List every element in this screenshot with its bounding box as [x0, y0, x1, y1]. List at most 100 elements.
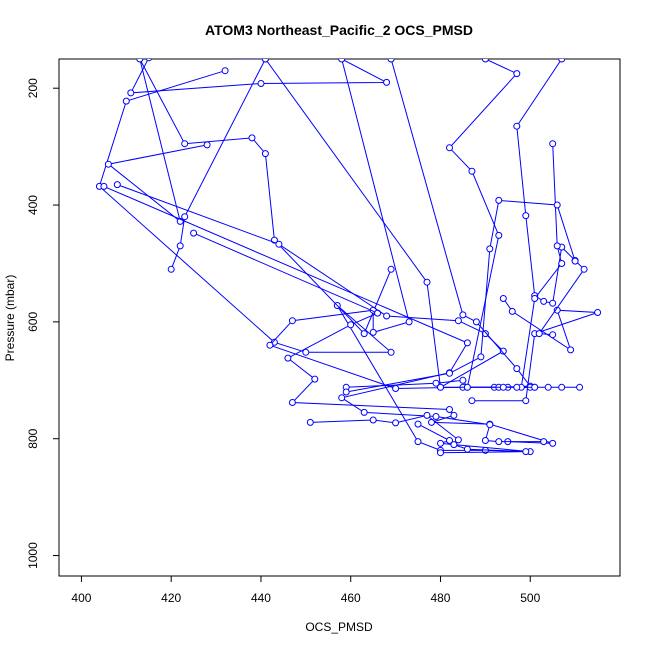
- y-axis-label: Pressure (mbar): [3, 275, 17, 362]
- x-axis: 400 420 440 460 480 500: [71, 576, 541, 605]
- data-point: [387, 348, 395, 356]
- data-point: [544, 383, 552, 391]
- data-point: [535, 330, 543, 338]
- data-point: [540, 438, 548, 446]
- data-point: [450, 441, 458, 449]
- data-point: [122, 97, 130, 105]
- y-axis: 200 400 600 800 1000: [26, 78, 59, 569]
- data-point: [181, 140, 189, 148]
- data-point: [342, 388, 350, 396]
- data-point: [463, 383, 471, 391]
- data-point: [437, 383, 444, 391]
- data-point: [499, 383, 507, 391]
- data-point: [437, 449, 444, 457]
- data-point: [571, 257, 579, 265]
- data-point: [221, 67, 229, 75]
- series-line-11: [516, 143, 563, 388]
- data-point: [472, 318, 480, 326]
- data-point: [553, 201, 561, 209]
- data-point: [167, 265, 175, 273]
- data-point: [495, 231, 503, 239]
- data-point: [463, 339, 471, 347]
- data-point: [468, 167, 476, 175]
- data-point: [513, 365, 521, 373]
- data-point: [104, 160, 112, 168]
- data-point: [454, 317, 462, 325]
- x-tick-label: 420: [161, 591, 181, 605]
- data-point: [266, 341, 274, 349]
- data-point: [360, 330, 368, 338]
- data-point: [369, 328, 377, 336]
- data-point: [549, 331, 557, 339]
- data-point: [423, 411, 431, 419]
- data-point: [446, 369, 453, 377]
- data-point: [387, 59, 395, 63]
- data-point: [288, 317, 296, 325]
- series-line-1: [107, 59, 392, 335]
- data-point: [181, 213, 189, 221]
- data-point: [176, 242, 184, 250]
- series-line-2: [129, 59, 463, 390]
- data-point: [499, 295, 507, 302]
- data-point: [446, 406, 453, 413]
- data-point: [203, 141, 211, 149]
- data-point: [446, 144, 453, 152]
- data-point: [495, 196, 503, 204]
- data-point: [558, 260, 566, 267]
- data-point: [383, 312, 391, 320]
- series-line-5: [103, 185, 544, 443]
- data-point: [468, 397, 476, 405]
- data-point: [549, 439, 557, 447]
- series-layer: [95, 59, 602, 457]
- series-line-6: [264, 59, 580, 388]
- data-point: [432, 379, 440, 387]
- y-tick-label: 600: [26, 312, 40, 332]
- series-line-3: [193, 232, 553, 444]
- data-point: [432, 413, 440, 420]
- data-point: [513, 383, 521, 391]
- data-point: [459, 376, 467, 384]
- data-point: [145, 59, 153, 62]
- data-point: [576, 383, 584, 391]
- x-tick-label: 440: [251, 591, 271, 605]
- data-point: [463, 445, 471, 453]
- data-point: [549, 140, 557, 148]
- data-point: [508, 307, 516, 315]
- data-point: [302, 348, 310, 356]
- data-point: [481, 59, 489, 63]
- data-point: [392, 419, 400, 427]
- data-point: [437, 439, 444, 447]
- data-point: [486, 245, 494, 253]
- data-point: [136, 59, 144, 63]
- series-line-4: [117, 184, 505, 388]
- data-point: [414, 420, 422, 428]
- data-point: [275, 240, 283, 248]
- y-tick-label: 800: [26, 428, 40, 448]
- data-point: [477, 353, 485, 361]
- data-point: [360, 408, 368, 416]
- data-point: [454, 436, 462, 444]
- x-tick-label: 500: [520, 591, 540, 605]
- x-axis-label: OCS_PMSD: [305, 620, 373, 634]
- data-point: [558, 59, 566, 63]
- data-point: [446, 437, 453, 444]
- data-point: [522, 448, 530, 456]
- data-point: [549, 299, 557, 307]
- data-point: [499, 347, 507, 355]
- data-point: [531, 295, 539, 302]
- y-tick-label: 400: [26, 195, 40, 215]
- data-point: [261, 59, 269, 63]
- data-point: [540, 297, 548, 305]
- data-point: [338, 394, 346, 402]
- y-tick-label: 200: [26, 78, 40, 98]
- chart-title: ATOM3 Northeast_Pacific_2 OCS_PMSD: [205, 22, 473, 38]
- series-line-10: [516, 59, 585, 336]
- data-point: [486, 421, 494, 429]
- data-point: [387, 265, 395, 273]
- data-point: [531, 383, 539, 391]
- x-tick-label: 400: [71, 591, 91, 605]
- data-point: [190, 229, 198, 237]
- plot-frame: [58, 58, 621, 577]
- data-point: [248, 134, 256, 142]
